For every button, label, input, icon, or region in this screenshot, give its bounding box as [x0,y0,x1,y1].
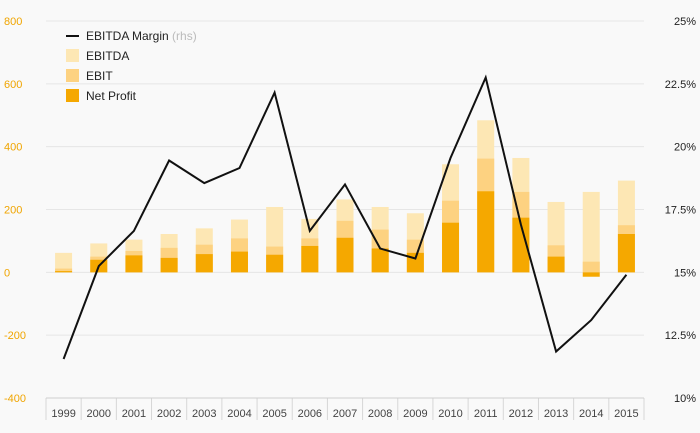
x-tick-label: 2002 [157,408,181,420]
x-tick-label: 2005 [262,408,286,420]
left-tick-label: -400 [4,393,26,405]
bar-ebitda [582,191,600,273]
x-tick-label: 2015 [614,408,638,420]
legend-label: Net Profit [86,89,137,103]
bar-net-profit [477,191,495,273]
right-tick-label: 20% [674,142,696,154]
legend: EBITDA Margin (rhs) EBITDA EBIT Net Profit [66,29,197,103]
legend-label: EBIT [86,69,113,83]
bar-ebit [55,268,73,273]
legend-swatch-box [66,49,79,62]
bar-net-profit [195,254,213,273]
x-tick-label: 2008 [368,408,392,420]
bar-net-profit [512,217,530,273]
right-tick-label: 22.5% [665,79,696,91]
line-ebitda-margin [62,74,628,360]
bar-ebitda [55,252,73,273]
bar-net-profit [55,271,73,273]
bars-layer [55,120,635,277]
left-tick-label: 200 [4,205,22,217]
left-tick-label: 800 [4,16,22,28]
bar-net-profit [301,245,319,273]
bar-ebit [582,261,600,273]
x-tick-label: 2009 [403,408,427,420]
right-tick-label: 12.5% [665,330,696,342]
left-tick-label: 400 [4,142,22,154]
x-tick-label: 2012 [509,408,533,420]
left-tick-label: 600 [4,79,22,91]
x-tick-label: 2001 [122,408,146,420]
legend-label: EBITDA Margin (rhs) [86,29,197,43]
x-tick-label: 2014 [579,408,603,420]
legend-label-text: EBITDA [86,49,129,63]
bar-net-profit [230,251,248,273]
legend-label-suffix: (rhs) [169,29,197,43]
legend-swatch-box [66,69,79,82]
bar-net-profit [266,254,284,273]
bar-net-profit [125,255,143,273]
bar-net-profit [547,256,565,273]
x-tick-label: 2013 [544,408,568,420]
right-tick-label: 15% [674,267,696,279]
legend-label: EBITDA [86,49,129,63]
left-tick-label: -200 [4,330,26,342]
x-tick-label: 2006 [298,408,322,420]
bar-net-profit [371,248,389,273]
bar-net-profit [160,257,178,273]
legend-label-text: EBITDA Margin [86,29,169,43]
legend-swatch-box [66,89,79,102]
axes-layer: 8006004002000-200-40025%22.5%20%17.5%15%… [4,16,696,420]
line-layer [62,74,628,360]
bar-net-profit [617,234,635,273]
x-tick-label: 2004 [227,408,251,420]
right-tick-label: 25% [674,16,696,28]
legend-label-text: EBIT [86,69,113,83]
legend-label-text: Net Profit [86,89,137,103]
x-tick-label: 2011 [474,408,498,420]
x-tick-label: 2010 [438,408,462,420]
bar-net-profit [582,272,600,277]
x-tick-label: 2007 [333,408,357,420]
bar-net-profit [442,222,460,273]
left-tick-label: 0 [4,267,10,279]
bar-net-profit [336,237,354,273]
right-tick-label: 17.5% [665,205,696,217]
x-tick-label: 2000 [87,408,111,420]
x-tick-label: 2003 [192,408,216,420]
right-tick-label: 10% [674,393,696,405]
x-tick-label: 1999 [51,408,75,420]
